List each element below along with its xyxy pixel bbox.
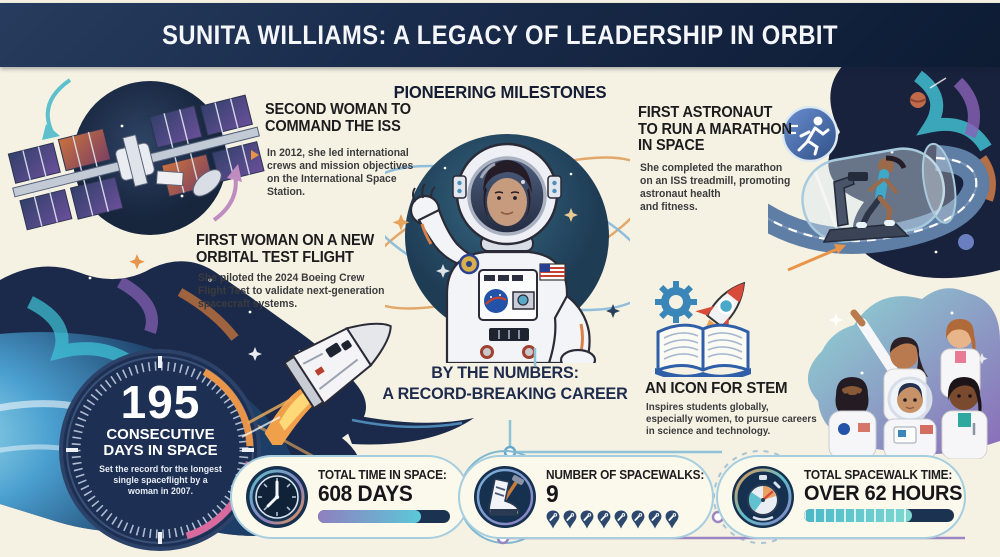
iss-illustration: [7, 78, 265, 235]
space-scene-illustration: [0, 254, 474, 551]
spacewalk-time-bar-fill: [804, 509, 912, 523]
time-in-space-bar: [318, 510, 450, 524]
gear-icon: [655, 281, 697, 323]
wrench-pin-icon: [665, 510, 679, 529]
boot-icon: [473, 465, 537, 529]
stat-card-spacewalks: NUMBER OF SPACEWALKS: 9: [458, 455, 714, 539]
stopwatch-icon: [731, 465, 795, 529]
us-flag-patch: [539, 263, 566, 281]
spacewalk-time-label: TOTAL SPACEWALK TIME:: [804, 468, 953, 482]
clock-icon: [245, 465, 309, 529]
milestones-header: PIONEERING MILESTONES: [393, 82, 607, 102]
command-iss-heading: SECOND WOMAN TO COMMAND THE ISS: [265, 101, 411, 135]
orbital-test-body: She piloted the 2024 Boeing Crew Flight …: [198, 272, 385, 310]
wrench-pin-icon: [648, 510, 662, 529]
record-days-stat: 195 CONSECUTIVE DAYS IN SPACE Set the re…: [58, 376, 263, 497]
time-in-space-label: TOTAL TIME IN SPACE:: [318, 468, 447, 482]
pointer-arrow-icon: [251, 150, 259, 160]
marathon-treadmill-illustration: [768, 62, 1000, 279]
spacewalks-value: 9: [546, 481, 559, 508]
stem-heading: AN ICON FOR STEM: [645, 380, 788, 397]
runner-icon: [781, 105, 839, 163]
spacecraft-capsule-illustration: [241, 322, 392, 445]
wrench-pin-icon: [614, 510, 628, 529]
page-title: SUNITA WILLIAMS: A LEGACY OF LEADERSHIP …: [162, 19, 838, 50]
stem-role-models-illustration: [807, 288, 1000, 459]
wrench-pin-icon: [546, 510, 560, 529]
wrench-pin-icon: [563, 510, 577, 529]
orbital-test-heading: FIRST WOMAN ON A NEW ORBITAL TEST FLIGHT: [196, 232, 375, 266]
spacewalk-time-bar: [804, 509, 954, 523]
command-iss-body: In 2012, she led international crews and…: [267, 147, 414, 198]
stat-card-spacewalk-time: TOTAL SPACEWALK TIME: OVER 62 HOURS: [716, 455, 966, 539]
stem-body: Inspires students globally, especially w…: [646, 402, 817, 438]
marathon-body: She completed the marathon on an ISS tre…: [640, 162, 791, 213]
stem-book-rocket-illustration: [655, 281, 751, 377]
numbers-header: BY THE NUMBERS: A RECORD-BREAKING CAREER: [382, 363, 628, 404]
astronaut-portrait-illustration: [385, 134, 630, 363]
time-in-space-value: 608 DAYS: [318, 481, 413, 506]
record-days-value: 195: [120, 376, 201, 428]
title-banner: SUNITA WILLIAMS: A LEGACY OF LEADERSHIP …: [0, 3, 1000, 67]
stat-card-time-in-space: TOTAL TIME IN SPACE: 608 DAYS: [230, 455, 470, 539]
wrench-pin-icon: [631, 510, 645, 529]
marathon-heading: FIRST ASTRONAUT TO RUN A MARATHON IN SPA…: [638, 104, 792, 155]
spacewalks-label: NUMBER OF SPACEWALKS:: [546, 468, 705, 482]
record-days-desc: Set the record for the longest single sp…: [99, 464, 222, 497]
spacewalk-pins: [546, 510, 712, 529]
wrench-pin-icon: [580, 510, 594, 529]
record-days-label: CONSECUTIVE DAYS IN SPACE: [103, 425, 218, 460]
time-in-space-bar-fill: [318, 510, 421, 524]
spacewalk-time-value: OVER 62 HOURS: [804, 482, 963, 505]
wrench-pin-icon: [597, 510, 611, 529]
